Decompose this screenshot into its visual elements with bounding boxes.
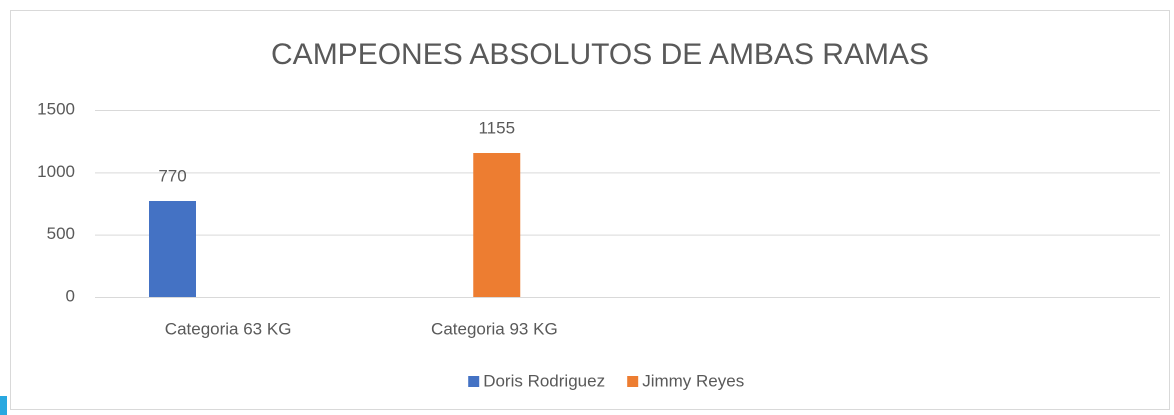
y-tick-label: 1000 xyxy=(37,162,75,181)
x-tick-label: Categoria 63 KG xyxy=(165,319,292,338)
bar xyxy=(149,201,196,297)
legend-label: Jimmy Reyes xyxy=(642,371,744,390)
data-label: 770 xyxy=(158,166,186,185)
legend-swatch xyxy=(627,376,639,387)
y-tick-label: 500 xyxy=(47,224,75,243)
chart-border xyxy=(10,10,1170,410)
chart-title: CAMPEONES ABSOLUTOS DE AMBAS RAMAS xyxy=(271,38,929,71)
bar xyxy=(473,153,521,297)
data-label: 1155 xyxy=(478,118,515,137)
y-tick-label: 1500 xyxy=(37,99,75,118)
corner-marker xyxy=(0,396,7,415)
x-tick-label: Categoria 93 KG xyxy=(431,319,558,338)
legend-swatch xyxy=(468,376,480,387)
y-tick-label: 0 xyxy=(66,286,75,305)
legend-label: Doris Rodriguez xyxy=(483,371,605,390)
